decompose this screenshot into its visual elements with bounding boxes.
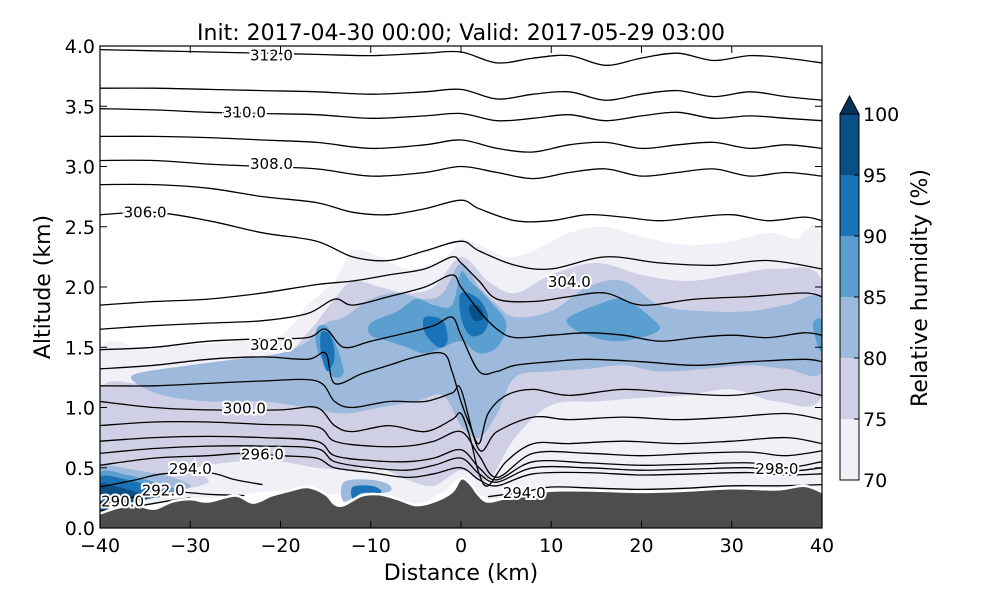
x-tick-label-4: 0 xyxy=(455,535,467,557)
colorbar-segment-90 xyxy=(840,175,859,236)
x-tick-label-5: 10 xyxy=(539,535,563,557)
colorbar-tick-label-5: 95 xyxy=(863,165,887,187)
x-tick-label-8: 40 xyxy=(810,535,834,557)
theta-contour-292-0-1 xyxy=(100,491,245,505)
x-tick-label-2: −20 xyxy=(260,535,300,557)
theta-contour-302-0-7 xyxy=(100,351,822,445)
theta-contour-unlabeled-7 xyxy=(100,87,822,101)
rh-region-85-6 xyxy=(812,318,822,352)
theta-contour-312-0-12 xyxy=(100,48,822,66)
rh-region-90-17 xyxy=(350,485,382,500)
theta-contour-300-0-6 xyxy=(100,400,822,487)
y-tick-label-7: 3.5 xyxy=(65,96,95,118)
y-axis: 0.0 0.5 1.0 1.5 2.0 2.5 3.0 3.5 4.0 xyxy=(65,36,822,540)
contour-label-292-0-1: 292.0 xyxy=(142,482,185,500)
contour-label-298-0-5: 298.0 xyxy=(755,460,798,478)
contour-label-308-0-10: 308.0 xyxy=(250,155,293,173)
theta-contour-296-0-4 xyxy=(100,452,822,487)
x-axis-label: Distance (km) xyxy=(384,561,539,586)
contour-label-290-0-0: 290.0 xyxy=(101,493,144,511)
contour-label-294-0-3: 294.0 xyxy=(503,484,546,502)
contour-label-310-0-11: 310.0 xyxy=(223,103,266,121)
colorbar-tick-label-2: 80 xyxy=(863,348,887,370)
colorbar-tick-label-3: 85 xyxy=(863,287,887,309)
y-tick-label-3: 1.5 xyxy=(65,337,95,359)
contour-label-312-0-12: 312.0 xyxy=(250,47,293,65)
colorbar-segment-80 xyxy=(840,297,859,358)
theta-contour-unlabeled-5 xyxy=(100,183,822,223)
y-tick-label-0: 0.0 xyxy=(65,518,95,540)
colorbar-segment-95 xyxy=(840,114,859,175)
rh-region-90-7 xyxy=(320,331,335,372)
colorbar: 70 75 80 85 90 95 100 xyxy=(839,94,899,492)
theta-contour-unlabeled-6 xyxy=(100,135,822,153)
terrain-outline xyxy=(100,477,822,515)
y-tick-label-6: 3.0 xyxy=(65,157,95,179)
colorbar-tick-label-6: 100 xyxy=(863,104,899,126)
colorbar-tick-label-4: 90 xyxy=(863,226,887,248)
contour-label-306-0-9: 306.0 xyxy=(124,203,167,221)
x-tick-label-3: −10 xyxy=(351,535,391,557)
colorbar-label: Relative humidity (%) xyxy=(908,169,933,407)
y-tick-label-5: 2.5 xyxy=(65,217,95,239)
y-tick-label-2: 1.0 xyxy=(65,398,95,420)
theta-contour-unlabeled-3 xyxy=(100,316,822,375)
colorbar-extend-arrow xyxy=(839,94,860,115)
x-tick-label-7: 30 xyxy=(720,535,744,557)
theta-contour-294-0-3 xyxy=(488,483,822,498)
contour-label-296-0-4: 296.0 xyxy=(241,446,284,464)
theta-contour-unlabeled-0 xyxy=(100,445,822,483)
contour-label-302-0-7: 302.0 xyxy=(250,336,293,354)
theta-contour-unlabeled-4 xyxy=(100,256,822,306)
theta-contour-298-0-5 xyxy=(100,435,822,481)
x-tick-label-0: −40 xyxy=(80,535,120,557)
rh-region-95-15 xyxy=(100,483,155,511)
terrain xyxy=(100,477,822,528)
x-tick-label-1: −30 xyxy=(170,535,210,557)
theta-contour-unlabeled-1 xyxy=(100,420,822,479)
rh-region-95-10 xyxy=(469,304,484,321)
contour-label-304-0-8: 304.0 xyxy=(548,273,591,291)
y-axis-label: Altitude (km) xyxy=(31,215,56,359)
colorbar-segment-75 xyxy=(840,358,859,419)
relative-humidity-fill xyxy=(100,225,822,524)
theta-contour-310-0-11 xyxy=(100,108,822,122)
theta-contour-294-0-2 xyxy=(100,471,263,488)
x-axis: −40 −30 −20 −10 0 10 20 30 40 xyxy=(80,46,834,557)
terrain-fill xyxy=(100,478,822,528)
y-tick-label-8: 4.0 xyxy=(65,36,95,58)
x-tick-label-6: 20 xyxy=(629,535,653,557)
rh-region-85-5 xyxy=(566,298,660,342)
contour-label-300-0-6: 300.0 xyxy=(223,400,266,418)
y-tick-label-4: 2.0 xyxy=(65,277,95,299)
theta-contour-unlabeled-2 xyxy=(100,378,822,452)
y-tick-label-1: 0.5 xyxy=(65,458,95,480)
theta-contour-306-0-9 xyxy=(100,211,822,270)
colorbar-segment-70 xyxy=(840,419,859,480)
chart-title: Init: 2017-04-30 00:00; Valid: 2017-05-2… xyxy=(197,21,725,46)
theta-contour-308-0-10 xyxy=(100,159,822,180)
colorbar-tick-label-1: 75 xyxy=(863,409,887,431)
potential-temperature-contours xyxy=(100,48,822,512)
theta-contour-304-0-8 xyxy=(100,274,822,342)
colorbar-tick-label-0: 70 xyxy=(863,470,887,492)
contour-label-294-0-2: 294.0 xyxy=(169,460,212,478)
rh-region-90-8 xyxy=(422,316,448,348)
colorbar-segment-85 xyxy=(840,236,859,297)
